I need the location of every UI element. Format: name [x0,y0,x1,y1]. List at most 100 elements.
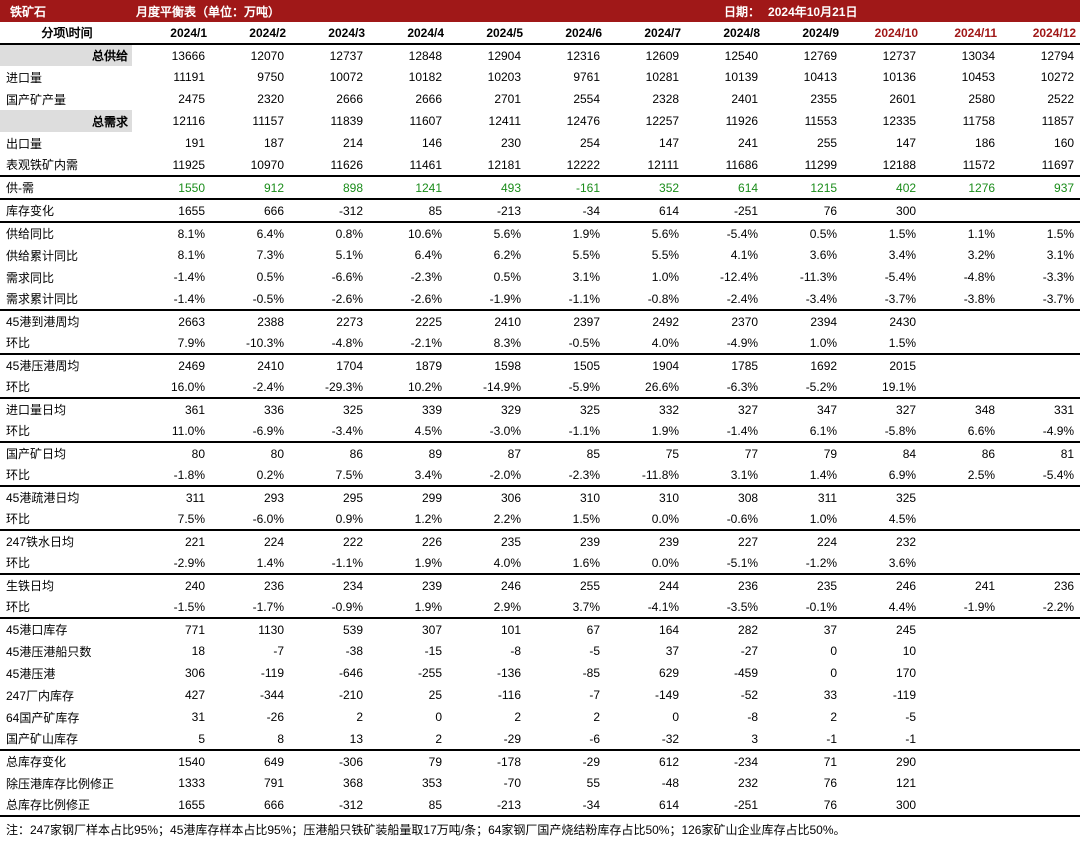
cell-value: 300 [843,794,922,816]
cell-value: 7.3% [211,244,290,266]
cell-value: 236 [1001,574,1080,596]
cell-value: 300 [843,199,922,222]
cell-value: 71 [764,750,843,772]
cell-value: -29.3% [290,376,369,398]
cell-value: 2 [764,706,843,728]
cell-value: -3.7% [1001,288,1080,310]
data-row: 总库存变化1540649-30679-178-29612-23471290 [0,750,1080,772]
cell-value: 232 [685,772,764,794]
cell-value [922,376,1001,398]
cell-value: -2.4% [685,288,764,310]
cell-value: -5.2% [764,376,843,398]
cell-value: -52 [685,684,764,706]
cell-value: 221 [132,530,211,552]
cell-value: -3.4% [764,288,843,310]
cell-value: -3.4% [290,420,369,442]
data-row: 环比16.0%-2.4%-29.3%10.2%-14.9%-5.9%26.6%-… [0,376,1080,398]
cell-value: 3.4% [843,244,922,266]
cell-value: 666 [211,199,290,222]
cell-value: 2666 [290,88,369,110]
cell-value: -6.9% [211,420,290,442]
data-row: 国产矿日均808086898785757779848681 [0,442,1080,464]
cell-value: 5.6% [448,222,527,244]
cell-value: 6.2% [448,244,527,266]
balance-table: 铁矿石月度平衡表（单位：万吨）日期：2024年10月21日分项\时间2024/1… [0,0,1080,842]
cell-value: 12904 [448,44,527,66]
cell-value: 0.0% [606,552,685,574]
cell-value [922,199,1001,222]
cell-value: 310 [606,486,685,508]
cell-value [922,552,1001,574]
cell-value: 75 [606,442,685,464]
cell-value: -161 [527,176,606,199]
cell-value: 222 [290,530,369,552]
cell-value: -2.3% [527,464,606,486]
cell-value: 12070 [211,44,290,66]
cell-value: 10136 [843,66,922,88]
cell-value: 327 [685,398,764,420]
cell-value: 86 [922,442,1001,464]
row-label: 总库存比例修正 [0,794,132,816]
cell-value [922,794,1001,816]
row-label: 环比 [0,420,132,442]
cell-value: 2 [369,728,448,750]
cell-value: 12737 [290,44,369,66]
cell-value: 10272 [1001,66,1080,88]
cell-value: 26.6% [606,376,685,398]
cell-value: 81 [1001,442,1080,464]
cell-value: 1.0% [606,266,685,288]
cell-value: 10453 [922,66,1001,88]
data-row: 供-需15509128981241493-1613526141215402127… [0,176,1080,199]
month-header: 2024/2 [211,22,290,44]
cell-value: 76 [764,199,843,222]
row-label: 国产矿产量 [0,88,132,110]
cell-value: 1505 [527,354,606,376]
cell-value: 629 [606,662,685,684]
cell-value: -6.6% [290,266,369,288]
cell-value: 1.5% [843,332,922,354]
cell-value: 1.5% [843,222,922,244]
cell-value: -234 [685,750,764,772]
cell-value: -116 [448,684,527,706]
cell-value: 12769 [764,44,843,66]
cell-value: 4.1% [685,244,764,266]
cell-value: -251 [685,199,764,222]
row-label: 供给同比 [0,222,132,244]
cell-value: -4.8% [290,332,369,354]
cell-value: -7 [527,684,606,706]
cell-value: 353 [369,772,448,794]
cell-value: 9761 [527,66,606,88]
cell-value: 2 [527,706,606,728]
row-label: 除压港库存比例修正 [0,772,132,794]
cell-value: 339 [369,398,448,420]
cell-value: -34 [527,794,606,816]
cell-value [1001,376,1080,398]
cell-value: 147 [843,132,922,154]
cell-value: 5.5% [527,244,606,266]
cell-value: -3.3% [1001,266,1080,288]
row-label: 进口量日均 [0,398,132,420]
data-row: 64国产矿库存31-2620220-82-5 [0,706,1080,728]
cell-value: 12111 [606,154,685,176]
month-header: 2024/11 [922,22,1001,44]
data-row: 进口量日均36133632533932932533232734732734833… [0,398,1080,420]
cell-value: 347 [764,398,843,420]
cell-value: 240 [132,574,211,596]
cell-value: 16.0% [132,376,211,398]
cell-value: 11461 [369,154,448,176]
row-label: 国产矿日均 [0,442,132,464]
cell-value: 3.1% [685,464,764,486]
cell-value: 666 [211,794,290,816]
cell-value: 325 [290,398,369,420]
cell-value: 11157 [211,110,290,132]
cell-value: -306 [290,750,369,772]
cell-value: 239 [527,530,606,552]
row-label: 环比 [0,552,132,574]
cell-value: -26 [211,706,290,728]
cell-value: 1692 [764,354,843,376]
cell-value: -1.7% [211,596,290,618]
cell-value: 2370 [685,310,764,332]
cell-value: -312 [290,199,369,222]
cell-value: -178 [448,750,527,772]
data-row: 环比7.5%-6.0%0.9%1.2%2.2%1.5%0.0%-0.6%1.0%… [0,508,1080,530]
